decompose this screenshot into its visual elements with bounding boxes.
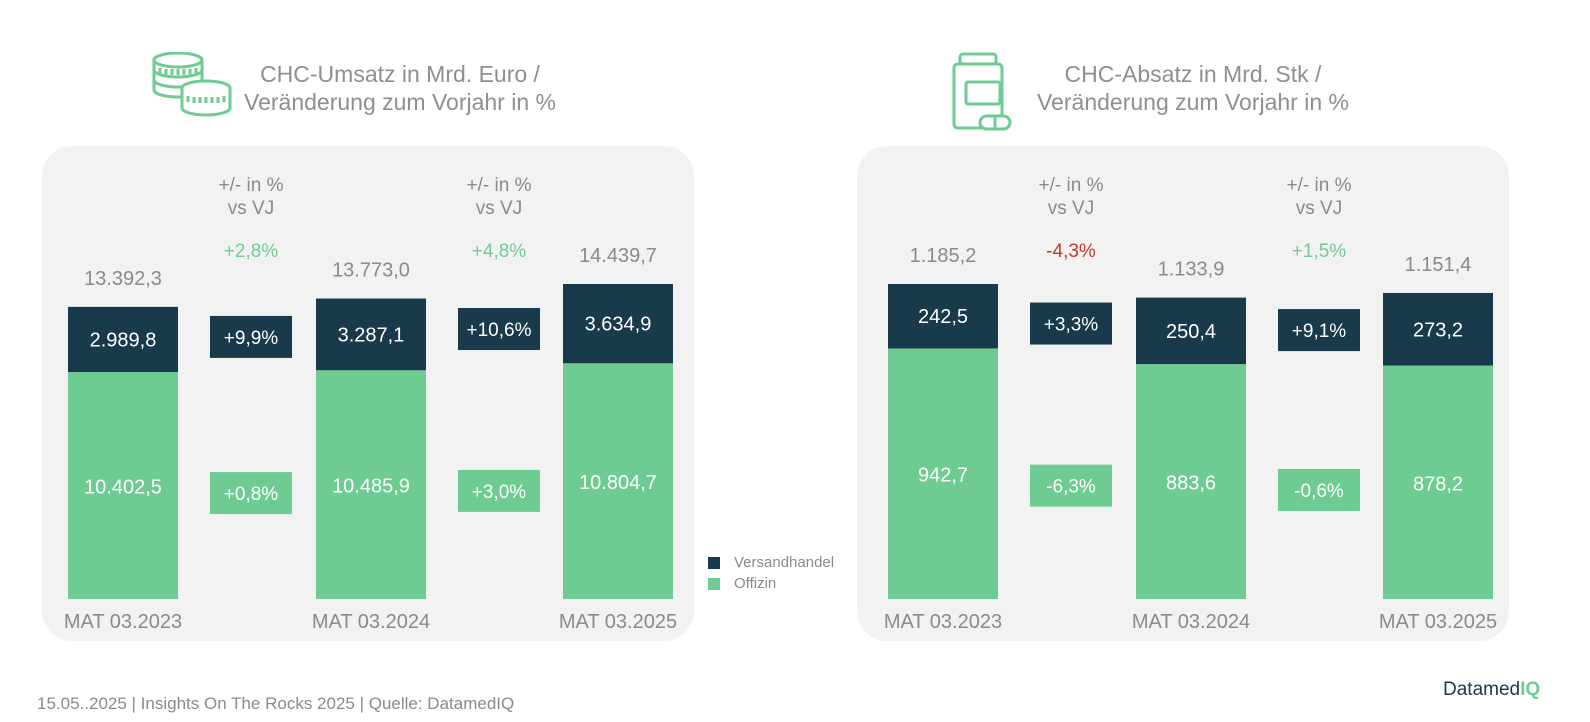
change-header: vs VJ	[1048, 198, 1094, 219]
total-label: 1.133,9	[1158, 259, 1225, 281]
category-label: MAT 03.2024	[312, 611, 430, 633]
brand-name: Datamed	[1443, 679, 1521, 700]
change-header: +/- in %	[1039, 175, 1104, 196]
bar-offizin	[1136, 364, 1246, 599]
change-total-label: +2,8%	[224, 241, 279, 262]
change-box-offizin	[1030, 464, 1112, 507]
legend: Versandhandel Offizin	[708, 552, 834, 594]
change-box-offizin	[1278, 468, 1360, 511]
bar-offizin	[316, 370, 426, 599]
change-label-offizin: -0,6%	[1294, 481, 1344, 502]
footer-source: 15.05..2025 | Insights On The Rocks 2025…	[37, 694, 515, 713]
brand-logo: DatamedIQ	[1443, 679, 1540, 701]
bar-versand	[563, 284, 673, 364]
category-label: MAT 03.2024	[1132, 611, 1250, 633]
change-total-label: -4,3%	[1046, 241, 1096, 262]
bar-versand	[316, 298, 426, 371]
change-label-offizin: -6,3%	[1046, 477, 1096, 498]
bar-offizin	[68, 372, 178, 599]
total-label: 13.773,0	[332, 260, 410, 282]
change-header: +/- in %	[1287, 175, 1352, 196]
total-label: 13.392,3	[84, 268, 162, 290]
chart-title-absatz: CHC-Absatz in Mrd. Stk / Veränderung zum…	[1013, 60, 1373, 116]
chart-title-line: CHC-Absatz in Mrd. Stk /	[1064, 61, 1322, 87]
bar-offizin	[563, 363, 673, 599]
category-label: MAT 03.2025	[559, 611, 677, 633]
change-label-versand: +9,1%	[1292, 321, 1347, 342]
data-label-offizin: 883,6	[1166, 473, 1216, 495]
legend-swatch-offizin	[708, 577, 720, 590]
category-label: MAT 03.2025	[1379, 611, 1497, 633]
change-box-versand	[1278, 309, 1360, 352]
data-label-versand: 2.989,8	[90, 329, 157, 351]
change-label-offizin: +0,8%	[224, 484, 279, 505]
chart-title-umsatz: CHC-Umsatz in Mrd. Euro / Veränderung zu…	[220, 60, 580, 116]
brand-name-accent: IQ	[1520, 679, 1541, 700]
legend-label-offizin: Offizin	[734, 575, 777, 592]
change-box-versand	[1030, 302, 1112, 345]
legend-label-versand: Versandhandel	[734, 554, 835, 571]
change-header: vs VJ	[228, 198, 274, 219]
data-label-offizin: 10.402,5	[84, 477, 162, 499]
change-header: +/- in %	[219, 175, 284, 196]
category-label: MAT 03.2023	[884, 611, 1002, 633]
bar-offizin	[888, 348, 998, 599]
data-label-versand: 242,5	[918, 306, 968, 328]
category-label: MAT 03.2023	[64, 611, 182, 633]
total-label: 1.151,4	[1405, 254, 1472, 276]
change-box-offizin	[458, 469, 540, 512]
change-box-versand	[458, 308, 540, 351]
bar-versand	[888, 284, 998, 349]
data-label-offizin: 10.485,9	[332, 476, 410, 498]
chart-title-line: Veränderung zum Vorjahr in %	[1037, 89, 1349, 115]
change-label-versand: +10,6%	[467, 320, 532, 341]
change-label-versand: +3,3%	[1044, 315, 1099, 336]
chart-title-line: Veränderung zum Vorjahr in %	[244, 89, 556, 115]
change-total-label: +4,8%	[472, 241, 527, 262]
change-header: +/- in %	[467, 175, 532, 196]
data-label-versand: 3.634,9	[585, 314, 652, 336]
change-header: vs VJ	[476, 198, 522, 219]
data-label-offizin: 10.804,7	[579, 472, 657, 494]
chart-title-line: CHC-Umsatz in Mrd. Euro /	[260, 61, 540, 87]
bar-versand	[68, 306, 178, 373]
data-label-offizin: 878,2	[1413, 473, 1463, 495]
change-label-versand: +9,9%	[224, 328, 279, 349]
bar-offizin	[1383, 365, 1493, 599]
coins-icon	[152, 52, 232, 117]
bar-versand	[1383, 292, 1493, 366]
change-box-versand	[210, 315, 292, 358]
change-label-offizin: +3,0%	[472, 482, 527, 503]
data-label-offizin: 942,7	[918, 465, 968, 487]
data-label-versand: 273,2	[1413, 319, 1463, 341]
legend-item-versand: Versandhandel	[708, 552, 834, 573]
data-label-versand: 3.287,1	[338, 324, 405, 346]
legend-swatch-versand	[708, 556, 720, 569]
legend-item-offizin: Offizin	[708, 573, 834, 594]
data-label-versand: 250,4	[1166, 321, 1216, 343]
total-label: 14.439,7	[579, 245, 657, 267]
medicine-bottle-icon	[952, 52, 1012, 131]
change-box-offizin	[210, 472, 292, 515]
change-header: vs VJ	[1296, 198, 1342, 219]
bar-versand	[1136, 297, 1246, 365]
total-label: 1.185,2	[910, 245, 977, 267]
change-total-label: +1,5%	[1292, 241, 1347, 262]
